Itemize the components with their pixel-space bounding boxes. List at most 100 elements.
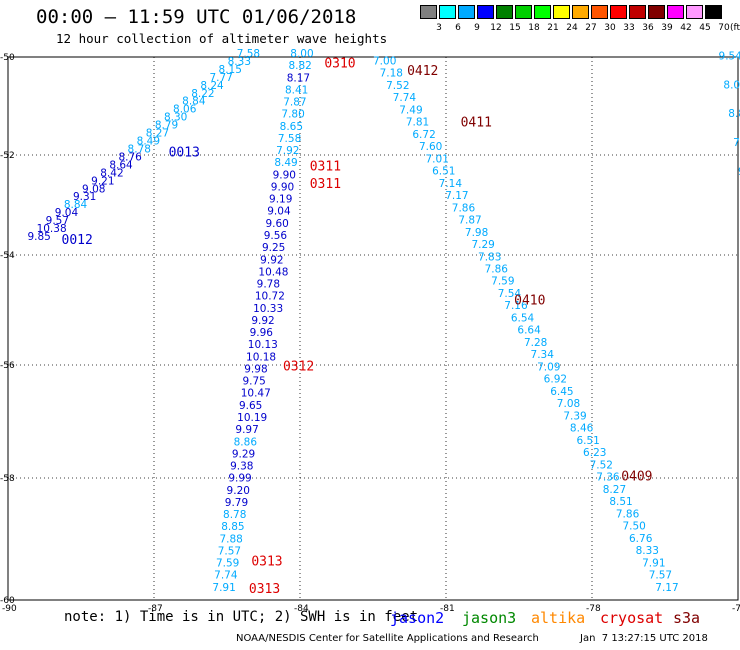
wave-height-point: 9.92 — [251, 315, 274, 327]
pass-time-label: 0312 — [283, 359, 314, 374]
wave-height-point: 9.97 — [235, 424, 258, 436]
legend-altika: altika — [531, 609, 586, 627]
wave-height-point: 8.17 — [287, 72, 310, 84]
wave-height-point: 7.09 — [537, 361, 560, 373]
wave-height-point: 9.79 — [225, 497, 248, 509]
wave-height-point: 8.24 — [200, 80, 224, 92]
colorbar-swatch — [477, 5, 494, 19]
wave-height-point: 9.75 — [242, 376, 265, 388]
colorbar-label: 9 — [474, 23, 480, 33]
footer-note: note: 1) Time is in UTC; 2) SWH is in fe… — [64, 609, 419, 625]
wave-height-point: 6.64 — [517, 325, 541, 337]
colorbar-swatch — [572, 5, 589, 19]
colorbar-swatch — [648, 5, 665, 19]
pass-time-label: 0311 — [310, 177, 341, 192]
wave-height-point: 9.20 — [227, 485, 250, 497]
colorbar-label: 42 — [680, 23, 692, 33]
wave-height-point: 10.13 — [248, 339, 278, 351]
wave-height-point: 7.08 — [557, 398, 580, 410]
pass-time-label: 0313 — [249, 582, 280, 597]
x-tick-label: -78 — [586, 604, 601, 614]
wave-height-point: 7.98 — [465, 227, 488, 239]
wave-height-point: 8.84 — [64, 199, 88, 211]
legend-s3a: s3a — [673, 609, 701, 627]
wave-height-point: 8.41 — [285, 84, 308, 96]
wave-height-point: 9.90 — [273, 169, 296, 181]
wave-height-point: 10.48 — [258, 266, 288, 278]
wave-height-point: 10.47 — [241, 388, 271, 400]
wave-height-point: 7.77 — [209, 72, 232, 84]
colorbar-swatch — [591, 5, 608, 19]
wave-height-point: 8.42 — [100, 167, 123, 179]
wave-height-point: 7.91 — [642, 557, 665, 569]
colorbar-label: 33 — [623, 23, 635, 33]
pass-time-label: 0313 — [251, 554, 282, 569]
wave-height-point: 8.30 — [164, 112, 187, 124]
x-tick-label: -90 — [2, 604, 17, 614]
x-tick-label: -87 — [148, 604, 163, 614]
colorbar-label: 24 — [566, 23, 578, 33]
wave-height-point: 7.57 — [649, 570, 672, 582]
colorbar-label: 6 — [455, 23, 461, 33]
wave-height-point: 9.6 — [738, 166, 740, 178]
wave-height-point: 7.87 — [458, 215, 481, 227]
wave-height-point: 7.80 — [281, 109, 304, 121]
wave-height-point: 9.65 — [239, 400, 262, 412]
wave-height-point: 8.64 — [109, 159, 133, 171]
pass-time-label: 0412 — [407, 64, 438, 79]
wave-height-point: 7.83 — [478, 251, 501, 263]
wave-height-point: 7.86 — [616, 508, 640, 520]
wave-height-point: 6.45 — [550, 386, 573, 398]
wave-height-point: 7.92 — [276, 145, 299, 157]
wave-height-point: 7.86 — [485, 264, 509, 276]
colorbar-label: 18 — [528, 23, 540, 33]
wave-height-point: 7.74 — [214, 570, 238, 582]
colorbar-label: 30 — [604, 23, 616, 33]
wave-height-point: 8.78 — [128, 143, 151, 155]
wave-height-point: 9.60 — [265, 218, 288, 230]
wave-height-point: 9.98 — [244, 363, 267, 375]
wave-height-point: 9.90 — [271, 181, 294, 193]
wave-height-point: 7.39 — [563, 410, 586, 422]
y-tick-label: -50 — [0, 53, 15, 63]
wave-height-point: 8.27 — [603, 484, 626, 496]
colorbar-label: 3 — [436, 23, 442, 33]
wave-height-point: 6.92 — [544, 374, 567, 386]
wave-height-point: 9.08 — [82, 183, 105, 195]
wave-height-point: 7.59 — [491, 276, 514, 288]
wave-height-point: 8.79 — [155, 120, 178, 132]
wave-height-point: 8.15 — [219, 64, 242, 76]
colorbar-label: 12 — [490, 23, 502, 33]
legend-jason2: jason2 — [390, 609, 445, 627]
wave-height-point: 9.57 — [46, 215, 69, 227]
wave-height-point: 9.38 — [230, 461, 253, 473]
page-subtitle: 12 hour collection of altimeter wave hei… — [56, 31, 388, 46]
pass-time-label: 0013 — [169, 146, 200, 161]
wave-height-point: 7.16 — [504, 300, 528, 312]
wave-height-point: 9.54 — [719, 50, 740, 62]
colorbar-swatch — [515, 5, 532, 19]
colorbar-swatch — [610, 5, 627, 19]
x-tick-label: -84 — [294, 604, 309, 614]
wave-height-point: 10.18 — [246, 351, 276, 363]
wave-height-point: 7.17 — [655, 582, 678, 594]
wave-height-point: 8.76 — [118, 151, 142, 163]
colorbar-label: 15 — [509, 23, 521, 33]
wave-height-point: 8.49 — [274, 157, 297, 169]
colorbar-swatch — [705, 5, 722, 19]
wave-height-point: 6.76 — [629, 533, 653, 545]
wave-height-point: 9.78 — [257, 279, 280, 291]
wave-height-point: 7.36 — [596, 472, 620, 484]
credit-text: NOAA/NESDIS Center for Satellite Applica… — [236, 633, 539, 644]
wave-height-point: 9.29 — [232, 448, 255, 460]
wave-height-point: 8.33 — [228, 56, 251, 68]
y-tick-label: -60 — [0, 596, 15, 606]
wave-height-point: 7.88 — [219, 533, 242, 545]
x-tick-label: -75 — [732, 604, 740, 614]
colorbar-unit: (ft) — [730, 23, 740, 33]
wave-height-point: 8.06 — [173, 104, 197, 116]
wave-height-point: 9.04 — [55, 207, 79, 219]
wave-height-point: 7.50 — [622, 521, 645, 533]
wave-height-point: 7.74 — [393, 92, 417, 104]
pass-time-label: 0310 — [324, 56, 355, 71]
